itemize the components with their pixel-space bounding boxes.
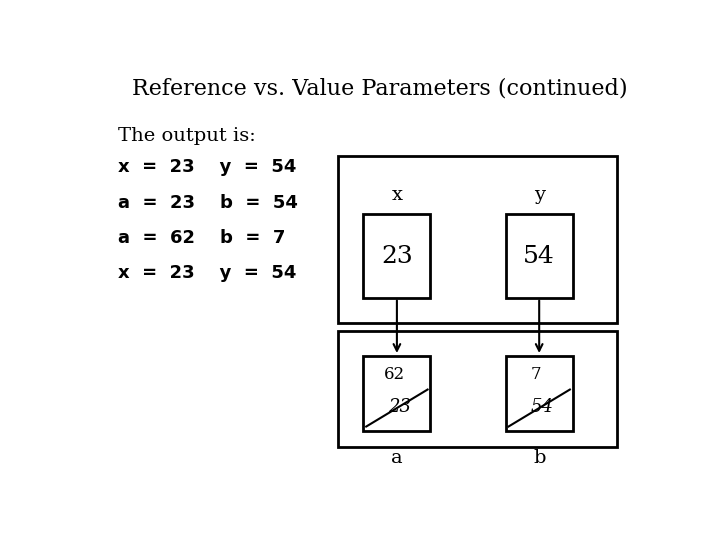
Bar: [338, 331, 617, 447]
Text: 23: 23: [388, 398, 411, 416]
Text: 23: 23: [381, 245, 413, 267]
Text: 62: 62: [384, 366, 405, 383]
Bar: [364, 214, 431, 298]
Text: a: a: [391, 449, 402, 468]
Text: a  =  23    b  =  54: a = 23 b = 54: [118, 194, 298, 212]
Text: a  =  62    b  =  7: a = 62 b = 7: [118, 229, 285, 247]
Bar: [505, 214, 572, 298]
Text: y: y: [534, 186, 545, 204]
Text: 54: 54: [523, 245, 555, 267]
Text: x: x: [392, 186, 402, 204]
Text: x  =  23    y  =  54: x = 23 y = 54: [118, 265, 296, 282]
Bar: [505, 356, 572, 431]
Bar: [338, 156, 617, 322]
Text: b: b: [533, 449, 546, 468]
Text: The output is:: The output is:: [118, 127, 256, 145]
Text: 54: 54: [531, 398, 554, 416]
Text: 7: 7: [531, 366, 541, 383]
Bar: [364, 356, 431, 431]
Text: Reference vs. Value Parameters (continued): Reference vs. Value Parameters (continue…: [132, 77, 628, 99]
Text: x  =  23    y  =  54: x = 23 y = 54: [118, 158, 296, 177]
